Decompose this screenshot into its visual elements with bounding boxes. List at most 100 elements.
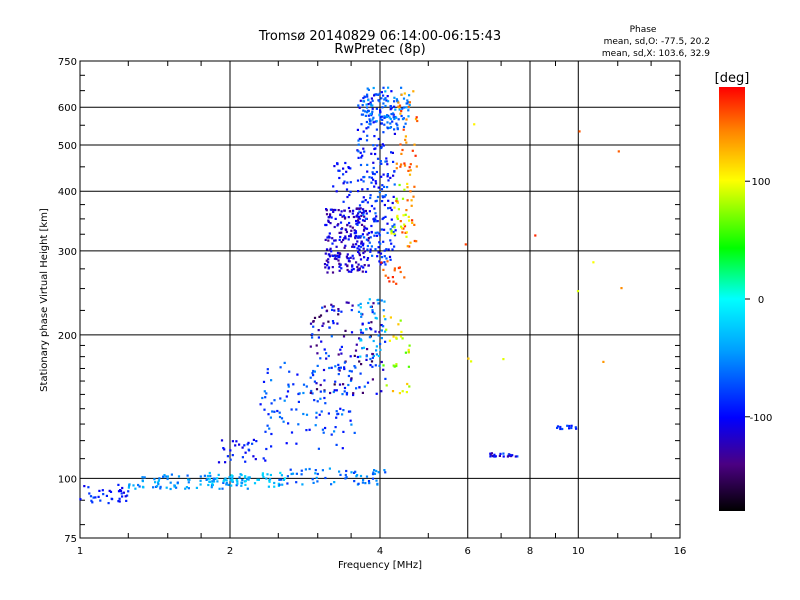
data-point xyxy=(329,213,332,216)
data-point xyxy=(405,209,408,212)
data-point xyxy=(108,489,111,492)
data-point xyxy=(330,216,333,219)
data-point xyxy=(415,165,418,168)
data-point xyxy=(324,238,327,241)
data-point xyxy=(359,306,362,309)
y-tick-label: 75 xyxy=(64,534,77,545)
data-point xyxy=(350,229,353,232)
data-point xyxy=(317,329,320,332)
data-point xyxy=(340,231,343,234)
data-point xyxy=(208,471,211,475)
data-point xyxy=(261,472,264,475)
data-point xyxy=(344,161,347,165)
data-point xyxy=(231,477,234,480)
data-point xyxy=(265,447,268,451)
data-point xyxy=(324,426,327,430)
data-point xyxy=(313,380,316,383)
data-point xyxy=(83,485,86,488)
data-point xyxy=(314,469,317,472)
data-point xyxy=(402,214,405,217)
data-point xyxy=(302,391,305,395)
data-point xyxy=(377,137,380,141)
data-point xyxy=(381,184,384,187)
data-point xyxy=(287,422,290,425)
phase-stats-o: mean, sd,O: -77.5, 20.2 xyxy=(604,37,710,47)
data-point xyxy=(125,499,128,502)
data-point xyxy=(351,254,354,257)
data-point xyxy=(366,170,369,173)
data-point xyxy=(366,244,369,248)
data-point xyxy=(410,199,413,202)
data-point xyxy=(105,494,108,497)
data-point xyxy=(337,256,340,259)
data-point xyxy=(372,339,375,343)
data-point xyxy=(384,90,387,93)
data-point xyxy=(346,264,349,267)
data-point xyxy=(384,160,387,163)
data-point xyxy=(407,365,410,368)
data-point xyxy=(404,213,407,216)
data-point xyxy=(397,101,400,104)
data-point xyxy=(333,165,336,168)
data-point xyxy=(371,311,374,314)
data-point xyxy=(305,429,308,432)
data-point xyxy=(286,390,290,393)
data-point xyxy=(385,160,388,163)
data-point xyxy=(248,476,251,479)
data-point xyxy=(331,237,334,240)
data-point xyxy=(266,424,269,427)
data-point xyxy=(371,171,374,174)
data-point xyxy=(351,245,354,248)
data-point xyxy=(346,268,349,272)
data-point xyxy=(366,348,369,351)
data-point xyxy=(369,103,373,106)
data-point xyxy=(357,482,360,485)
data-point xyxy=(322,322,325,325)
data-point xyxy=(337,313,340,316)
data-point xyxy=(342,200,345,203)
data-point xyxy=(111,498,114,501)
data-point xyxy=(568,424,571,428)
data-point xyxy=(327,220,330,223)
data-point xyxy=(393,232,396,236)
data-point xyxy=(360,315,363,318)
data-point xyxy=(235,440,238,443)
data-point xyxy=(362,242,365,245)
data-point xyxy=(321,469,324,472)
data-point xyxy=(121,486,124,490)
data-point xyxy=(384,97,387,100)
data-point xyxy=(363,228,366,231)
data-point xyxy=(217,473,220,476)
data-point xyxy=(384,274,387,277)
data-point xyxy=(367,114,370,117)
data-point xyxy=(327,261,330,264)
data-point xyxy=(367,321,370,324)
data-point xyxy=(502,452,505,455)
data-point xyxy=(620,287,623,290)
data-point xyxy=(92,496,95,499)
data-point xyxy=(389,316,392,319)
data-point xyxy=(336,224,339,227)
data-point xyxy=(381,115,384,118)
data-point xyxy=(270,445,273,448)
data-point xyxy=(370,112,373,115)
data-point xyxy=(352,215,355,219)
data-point xyxy=(342,383,345,386)
data-point xyxy=(319,314,323,317)
data-point xyxy=(337,223,340,226)
data-point xyxy=(383,98,386,101)
data-point xyxy=(343,217,347,220)
data-point xyxy=(354,349,358,352)
data-point xyxy=(365,475,369,478)
data-point xyxy=(401,337,404,340)
data-point xyxy=(213,480,216,483)
data-point xyxy=(132,484,135,487)
data-point xyxy=(369,120,372,123)
data-point xyxy=(356,265,359,269)
data-point xyxy=(241,456,244,459)
data-point xyxy=(404,135,407,138)
x-tick-label: 1 xyxy=(77,546,83,557)
data-point xyxy=(333,389,336,392)
data-point xyxy=(199,479,202,482)
data-point xyxy=(345,230,348,234)
